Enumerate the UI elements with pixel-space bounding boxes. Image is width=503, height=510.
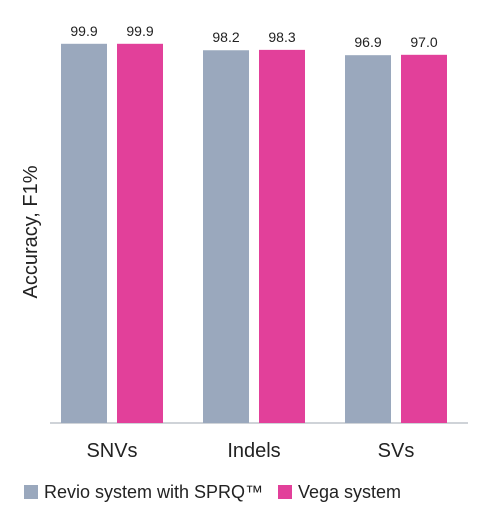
data-label-svs-vega-system: 97.0: [410, 34, 437, 50]
legend-swatch-revio-system-with-sprq: [24, 485, 38, 499]
legend: Revio system with SPRQ™ Vega system: [24, 482, 401, 502]
legend-swatch-vega-system: [278, 485, 292, 499]
data-label-snvs-revio-system-with-sprq: 99.9: [70, 23, 97, 39]
x-tick-label-indels: Indels: [227, 440, 280, 462]
bar-svs-vega-system: [401, 54, 447, 423]
legend-label-revio-system-with-sprq: Revio system with SPRQ™: [44, 482, 263, 502]
x-tick-label-snvs: SNVs: [86, 440, 137, 462]
bar-indels-vega-system: [259, 49, 305, 424]
bar-snvs-revio-system-with-sprq: [61, 43, 107, 423]
legend-label-vega-system: Vega system: [298, 482, 401, 502]
data-label-indels-revio-system-with-sprq: 98.2: [212, 29, 239, 45]
data-label-snvs-vega-system: 99.9: [126, 23, 153, 39]
y-axis-label: Accuracy, F1%: [20, 165, 42, 298]
bar-snvs-vega-system: [117, 43, 163, 423]
bar-indels-revio-system-with-sprq: [203, 50, 249, 424]
data-label-svs-revio-system-with-sprq: 96.9: [354, 34, 381, 50]
x-tick-label-svs: SVs: [378, 440, 415, 462]
bar-svs-revio-system-with-sprq: [345, 55, 391, 423]
data-label-indels-vega-system: 98.3: [268, 29, 295, 45]
bars-group: 99.9 99.9 SNVs 98.2 98.3 Indels 96.9 97.0 SVs: [61, 23, 447, 462]
